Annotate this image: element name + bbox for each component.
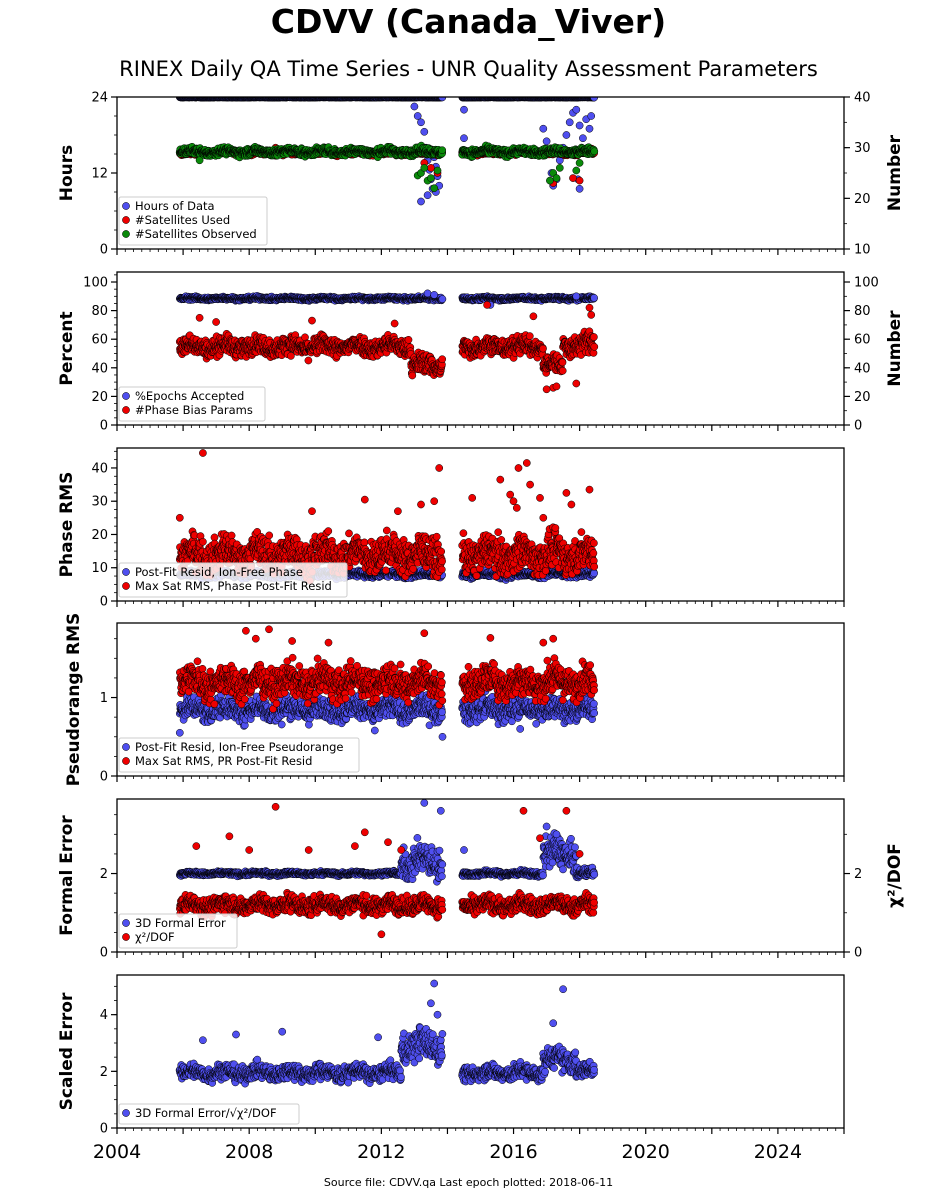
data-point — [579, 134, 587, 143]
series-3-points — [175, 141, 599, 193]
data-point — [587, 112, 596, 120]
legend-marker — [122, 202, 130, 210]
data-point — [460, 105, 468, 114]
data-point — [417, 197, 425, 206]
data-point — [438, 146, 447, 155]
y-ticks-left: 0 12 24 — [91, 91, 117, 258]
legend-marker — [122, 230, 130, 238]
data-point — [539, 124, 548, 133]
data-points — [175, 97, 599, 206]
data-point — [427, 164, 435, 172]
series-1-points — [176, 289, 598, 309]
y2-axis-label: Number — [885, 134, 905, 211]
data-point — [565, 118, 574, 127]
legend-label: #Satellites Used — [135, 213, 230, 227]
data-point — [572, 105, 581, 114]
y2-tick-label: 20 — [854, 192, 871, 207]
data-point — [433, 166, 442, 175]
data-point — [555, 164, 564, 172]
data-point — [413, 112, 422, 120]
x-ticks — [116, 249, 845, 255]
legend: Hours of Data#Satellites Used#Satellites… — [118, 196, 268, 246]
data-point — [552, 174, 561, 182]
data-point — [430, 184, 439, 193]
data-point — [575, 121, 584, 130]
y-ticks-right: 10 20 30 40 — [844, 91, 871, 258]
y2-tick-label: 40 — [854, 91, 871, 106]
figure-title: CDVV (Canada_Viver) — [270, 2, 667, 41]
y2-tick-label: 30 — [854, 141, 871, 156]
data-point — [195, 156, 204, 165]
data-point — [427, 174, 435, 182]
y-tick-label: 12 — [91, 167, 108, 182]
data-point — [420, 164, 429, 172]
data-point — [546, 176, 554, 185]
y2-tick-label: 10 — [854, 243, 871, 258]
data-point — [423, 191, 432, 200]
y-tick-label: 0 — [100, 243, 108, 258]
figure-subtitle: RINEX Daily QA Time Series - UNR Quality… — [119, 57, 818, 81]
data-point — [542, 137, 551, 146]
data-point — [569, 174, 577, 182]
data-point — [417, 118, 425, 127]
data-point — [575, 159, 584, 167]
legend-label: Hours of Data — [135, 199, 215, 213]
y-axis-label: Hours — [57, 145, 77, 202]
legend-marker — [122, 216, 130, 224]
legend-label: #Satellites Observed — [135, 227, 257, 241]
data-point — [562, 131, 571, 139]
data-point — [575, 184, 584, 193]
data-point — [590, 147, 599, 156]
data-point — [572, 166, 581, 175]
data-point — [460, 134, 468, 143]
data-point — [575, 176, 584, 185]
panel-2: 020406080100Percent020406080100Number%Ep… — [57, 271, 905, 434]
data-point — [585, 124, 594, 133]
data-points — [175, 289, 599, 394]
data-point — [410, 102, 419, 111]
y-tick-label: 24 — [91, 91, 108, 106]
data-point — [420, 127, 429, 136]
